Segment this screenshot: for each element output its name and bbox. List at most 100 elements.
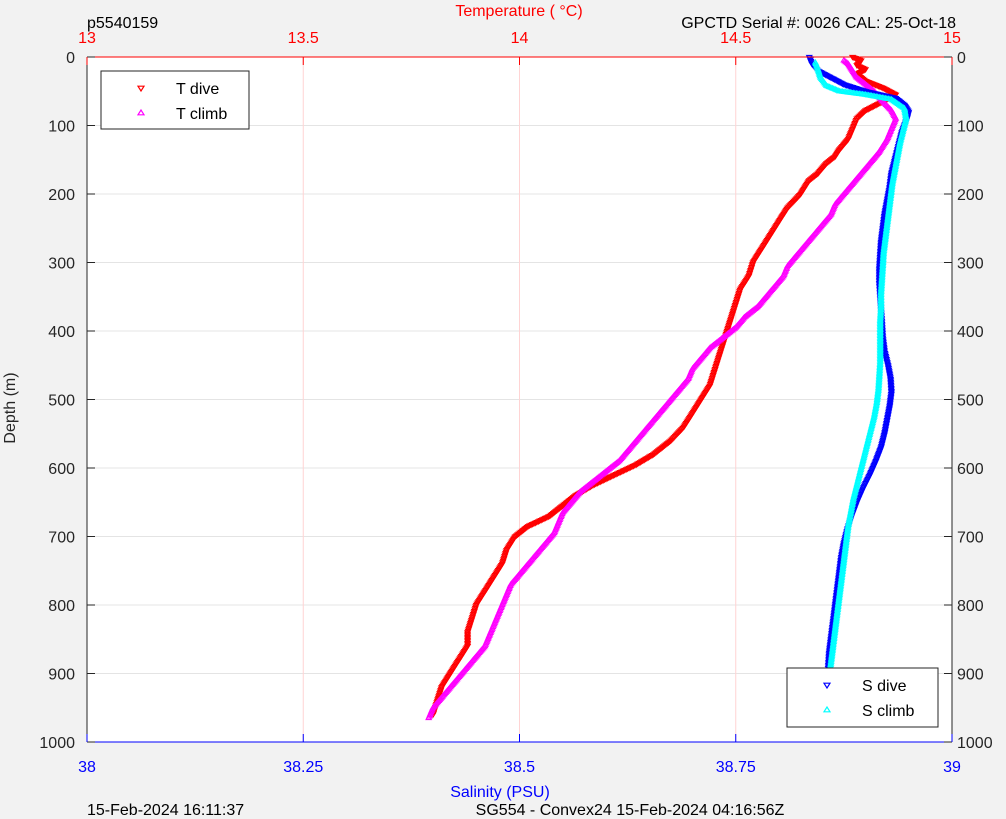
data-point: [895, 143, 903, 150]
data-point: [845, 516, 853, 523]
data-point: [887, 389, 895, 395]
data-point: [877, 283, 886, 290]
data-point: [887, 378, 895, 385]
data-point: [848, 504, 856, 511]
data-point: [829, 644, 837, 651]
temperature-tick-label: 14.5: [720, 30, 751, 47]
data-point: [876, 336, 884, 343]
data-point: [847, 508, 855, 515]
data-point: [873, 396, 881, 402]
salinity-legend: S dive S climb: [786, 667, 939, 728]
data-point: [840, 557, 848, 564]
data-point: [880, 247, 888, 253]
data-point: [876, 359, 884, 366]
data-point: [876, 347, 884, 354]
data-point: [878, 275, 886, 282]
data-point: [887, 187, 895, 194]
data-point: [846, 514, 854, 521]
data-point: [881, 240, 889, 247]
data-point: [879, 263, 887, 270]
data-point: [879, 262, 887, 269]
data-point: [884, 363, 892, 369]
data-point: [887, 387, 895, 394]
data-point: [836, 586, 844, 593]
data-point: [884, 366, 893, 372]
data-point: [883, 224, 891, 230]
temperature-tick-label: 15: [943, 30, 961, 47]
data-point: [872, 403, 880, 410]
data-point: [832, 616, 840, 623]
data-point: [879, 257, 887, 264]
data-point: [886, 193, 895, 200]
data-point: [877, 307, 885, 314]
data-point: [837, 581, 845, 588]
data-point: [887, 192, 895, 199]
data-point: [875, 370, 884, 377]
data-point: [874, 385, 883, 392]
data-point: [870, 412, 878, 419]
depth-tick-label-right: 0: [957, 50, 966, 67]
data-point: [876, 346, 884, 352]
data-point: [831, 627, 839, 634]
data-point: [829, 639, 837, 646]
data-point: [871, 405, 880, 412]
data-point: [834, 600, 842, 606]
data-point: [848, 501, 856, 508]
data-point: [840, 553, 848, 559]
legend-box: [100, 70, 250, 130]
data-point: [878, 268, 887, 275]
data-point: [831, 624, 839, 631]
data-point: [872, 400, 881, 407]
data-point: [848, 502, 856, 509]
depth-tick-label-left: 200: [48, 187, 75, 204]
data-point: [889, 173, 898, 180]
data-point: [881, 430, 889, 436]
depth-axis-title: Depth (m): [2, 372, 19, 443]
depth-tick-label-left: 1000: [39, 735, 75, 752]
data-point: [882, 422, 890, 429]
data-point: [874, 384, 883, 390]
data-point: [884, 216, 892, 223]
depth-tick-label-right: 400: [957, 324, 984, 341]
data-point: [878, 272, 886, 279]
data-point: [893, 155, 901, 162]
data-point: [876, 353, 884, 360]
data-point: [876, 324, 884, 331]
data-point: [876, 321, 884, 328]
data-point: [876, 320, 884, 326]
data-point: [871, 409, 879, 416]
data-point: [885, 367, 893, 374]
data-point: [875, 377, 883, 384]
serial-cal-label: GPCTD Serial #: 0026 CAL: 25-Oct-18: [681, 15, 956, 32]
data-point: [885, 202, 894, 209]
data-point: [878, 271, 886, 278]
data-point: [882, 230, 890, 237]
data-point: [878, 277, 886, 284]
data-point: [464, 630, 472, 637]
data-point: [879, 253, 887, 259]
data-point: [884, 215, 892, 221]
data-point: [895, 145, 903, 151]
data-point: [885, 407, 893, 414]
data-point: [464, 631, 472, 638]
legend-marker-t-climb: [136, 108, 146, 116]
depth-tick-label-right: 900: [957, 667, 984, 684]
data-point: [876, 350, 884, 357]
data-point: [884, 414, 892, 421]
data-point: [832, 620, 840, 626]
data-point: [887, 396, 895, 403]
data-point: [844, 525, 852, 532]
data-point: [875, 381, 883, 387]
data-point: [839, 560, 847, 567]
data-point: [901, 109, 909, 115]
data-point: [887, 379, 895, 386]
data-point: [883, 419, 891, 426]
data-point: [842, 542, 850, 549]
data-point: [846, 510, 855, 517]
data-point: [888, 181, 896, 188]
data-point: [840, 56, 848, 63]
data-point: [877, 294, 885, 301]
data-point: [876, 365, 884, 372]
data-point: [884, 410, 893, 417]
data-point: [888, 183, 896, 189]
